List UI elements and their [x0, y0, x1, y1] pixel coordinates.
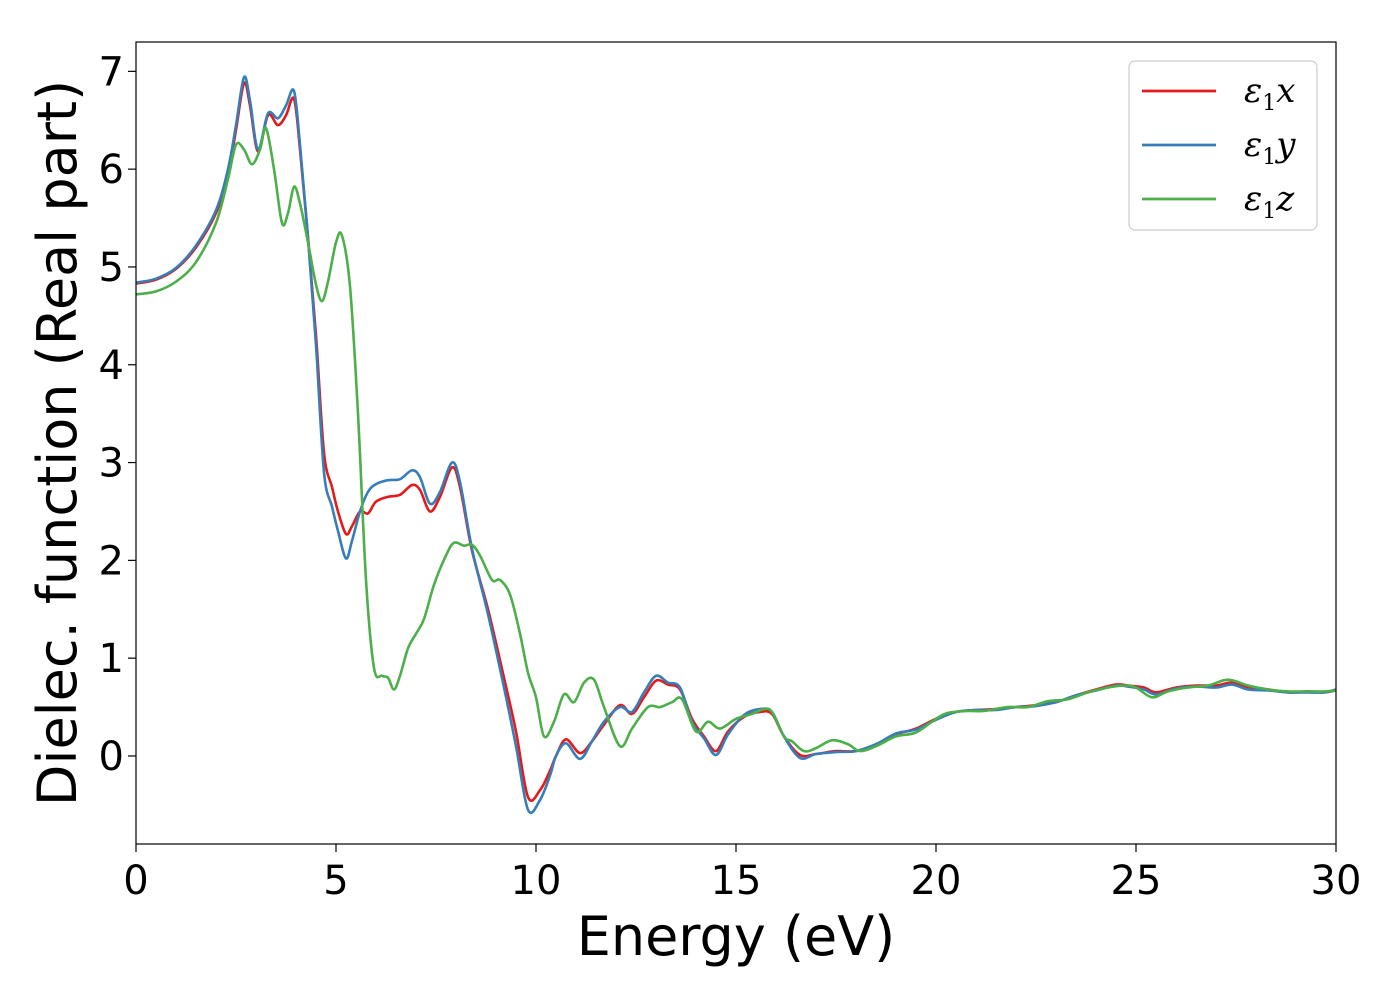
legend-box: [1128, 60, 1318, 231]
legend-label-y: ε1y: [1244, 125, 1296, 170]
y-axis: 0 1 2 3 4 5 6 7: [99, 49, 136, 780]
y-axis-title: Dielec. function (Real part): [26, 80, 89, 806]
x-tick-label: 15: [711, 858, 762, 904]
y-tick-label: 5: [99, 245, 124, 291]
x-tick-label: 25: [1111, 858, 1162, 904]
x-tick-label: 0: [123, 858, 148, 904]
x-axis-title: Energy (eV): [577, 905, 896, 968]
x-tick-label: 10: [511, 858, 562, 904]
y-tick-label: 1: [99, 636, 124, 682]
legend: ε1x ε1y ε1z: [1128, 60, 1318, 231]
x-axis: 0 5 10 15 20 25 30: [123, 844, 1361, 904]
series-line-z: [136, 126, 1336, 753]
x-tick-label: 20: [911, 858, 962, 904]
y-tick-label: 7: [99, 49, 124, 95]
y-tick-label: 4: [99, 343, 124, 389]
y-tick-label: 6: [99, 147, 124, 193]
legend-label-z: ε1z: [1244, 179, 1295, 224]
y-tick-label: 2: [99, 538, 124, 584]
y-tick-label: 0: [99, 734, 124, 780]
legend-label-x: ε1x: [1244, 71, 1295, 116]
series-layer: [136, 75, 1336, 815]
y-tick-label: 3: [99, 441, 124, 487]
x-tick-label: 5: [323, 858, 348, 904]
x-tick-label: 30: [1311, 858, 1362, 904]
